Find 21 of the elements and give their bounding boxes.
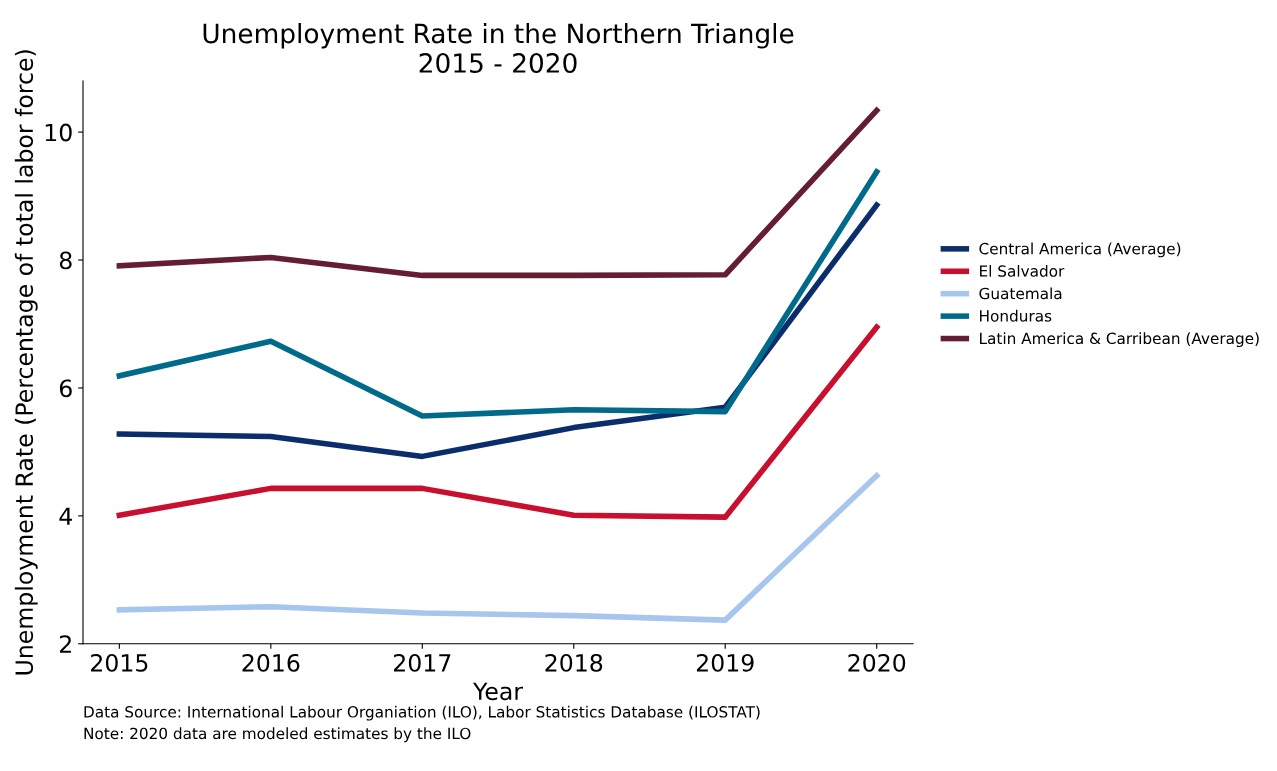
x-tick-label: 2017 — [393, 653, 451, 672]
chart-title: Unemployment Rate in the Northern Triangle 2015 - 2020 — [203, 23, 794, 73]
legend-label: El Salvador — [980, 265, 1065, 277]
x-tick-label: 2020 — [848, 653, 906, 672]
text: Note: 2020 data are modeled estimates by the ILO — [84, 727, 471, 743]
x-tick-label: 2016 — [242, 653, 300, 672]
source-note: Data Source: International Labour Organiation (ILO), Labor Statistics Database (ILOSTAT) — [84, 705, 760, 721]
y-tick-label: 10 — [45, 123, 72, 142]
legend-label: Central America (Average) — [979, 242, 1181, 258]
y-tick-label: 4 — [59, 507, 72, 525]
x-tick-label: 2015 — [91, 653, 148, 672]
legend-label: Latin America & Carribean (Average) — [980, 332, 1259, 348]
y-tick-label: 8 — [59, 251, 72, 270]
y-axis-title: Unemployment Rate (Percentage of total labor force) — [14, 50, 38, 675]
y-tick-label: 2 — [59, 635, 71, 653]
legend-label: Honduras — [980, 309, 1052, 322]
x-axis-title: Year — [472, 682, 524, 701]
x-tick-label: 2018 — [545, 653, 603, 672]
x-tick-label: 2019 — [696, 653, 754, 672]
legend-label: Guatemala — [979, 287, 1062, 300]
y-tick-label: 6 — [59, 379, 72, 398]
